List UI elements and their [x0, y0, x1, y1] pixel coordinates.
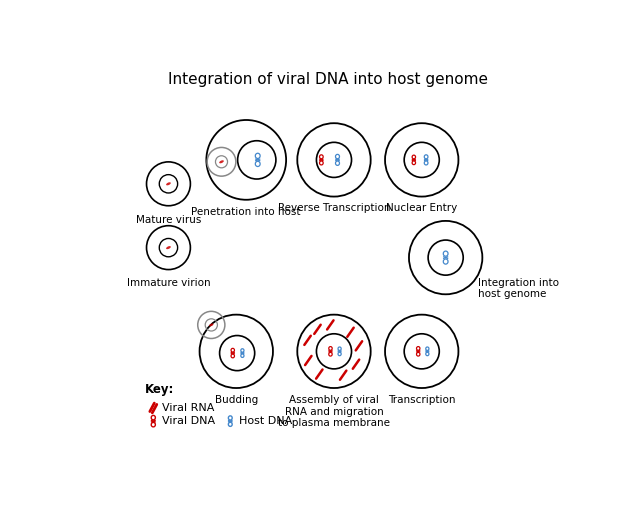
Text: Key:: Key: [145, 383, 174, 396]
Ellipse shape [166, 182, 171, 185]
Text: Budding: Budding [214, 395, 258, 405]
Text: Viral RNA: Viral RNA [163, 403, 215, 413]
Text: Viral DNA: Viral DNA [163, 416, 216, 426]
Text: Integration into
host genome: Integration into host genome [477, 278, 559, 299]
Text: Host DNA: Host DNA [239, 416, 292, 426]
Text: Reverse Transcription: Reverse Transcription [278, 203, 390, 212]
Text: Assembly of viral
RNA and migration
to plasma membrane: Assembly of viral RNA and migration to p… [278, 395, 390, 428]
Ellipse shape [219, 160, 224, 163]
Text: Immature virion: Immature virion [127, 278, 211, 289]
Text: Integration of viral DNA into host genome: Integration of viral DNA into host genom… [168, 72, 488, 87]
Text: Transcription: Transcription [388, 395, 456, 405]
Text: Mature virus: Mature virus [136, 214, 201, 224]
Text: Penetration into host: Penetration into host [191, 207, 301, 217]
Text: Nuclear Entry: Nuclear Entry [386, 203, 458, 212]
Ellipse shape [209, 323, 214, 326]
Ellipse shape [166, 246, 171, 249]
